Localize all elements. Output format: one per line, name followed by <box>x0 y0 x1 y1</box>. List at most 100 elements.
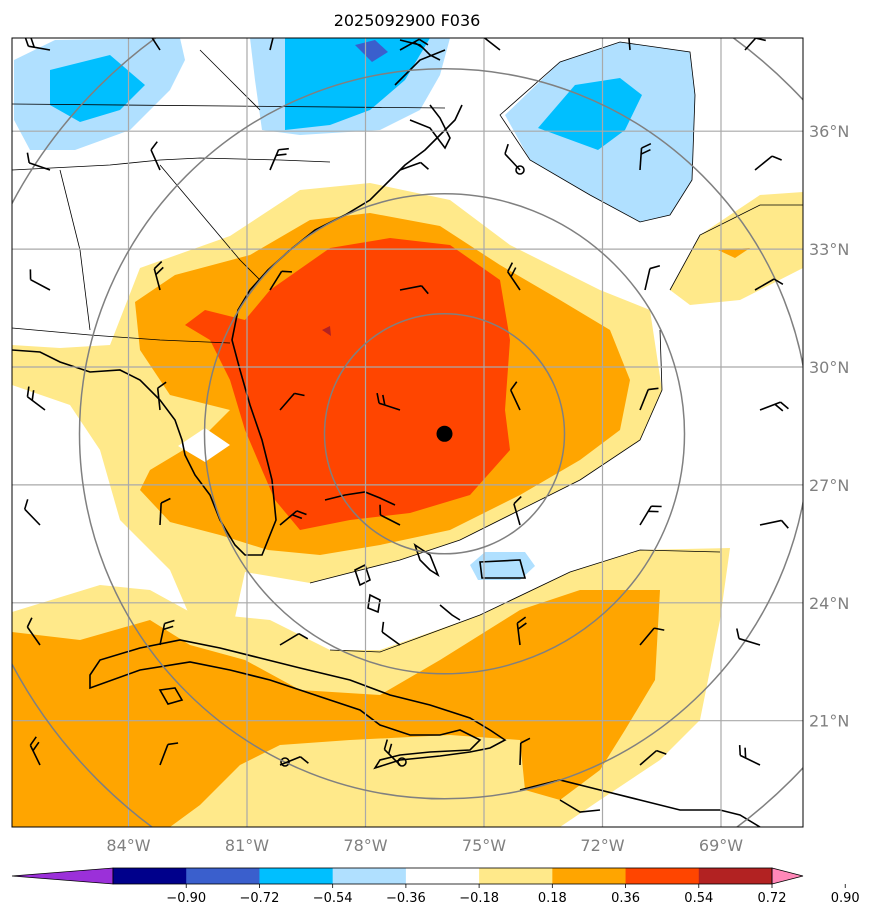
wind-barb <box>754 155 782 171</box>
wind-barb <box>759 519 789 529</box>
wind-barb <box>279 510 307 526</box>
wind-barb <box>147 38 161 51</box>
wind-barb <box>399 38 429 51</box>
lat-tick-label: 30°N <box>809 358 849 377</box>
wind-barb <box>509 381 521 411</box>
storm-center-marker <box>436 425 453 442</box>
wind-barb <box>513 496 522 526</box>
colorbar-extend-high <box>771 867 804 885</box>
anomaly-shading <box>12 38 803 827</box>
colorbar-tick-label: 0.72 <box>758 891 787 906</box>
longitude-labels: 84°W 81°W 78°W 75°W 72°W 69°W <box>106 836 743 855</box>
wind-barb <box>644 264 661 291</box>
wind-barb <box>23 499 41 526</box>
colorbar-extend-low <box>11 867 114 885</box>
wind-barb <box>159 742 179 766</box>
white-hole-gulf <box>178 428 230 462</box>
wind-barb <box>383 739 401 766</box>
colorbar-tick-label: −0.54 <box>313 891 353 906</box>
colorbar-tick-label: −0.18 <box>459 891 499 906</box>
wind-barb <box>279 756 309 766</box>
wind-barb <box>150 141 161 171</box>
lat-tick-label: 21°N <box>809 712 849 731</box>
wind-barb <box>519 737 531 766</box>
wind-barb <box>639 627 665 646</box>
orange-region-ne <box>718 248 750 258</box>
lon-tick-label: 75°W <box>462 836 506 855</box>
coastlines <box>12 39 761 827</box>
blue-region-small <box>470 552 535 580</box>
wind-barb <box>159 619 175 646</box>
lon-tick-label: 84°W <box>106 836 150 855</box>
lon-tick-label: 69°W <box>699 836 743 855</box>
colorbar-tick-label: −0.90 <box>166 891 206 906</box>
colorbar-tick-label: 0.18 <box>538 891 567 906</box>
wind-barb <box>754 278 784 291</box>
colorbar-swatch <box>113 868 187 884</box>
colorbar-swatch <box>625 868 700 884</box>
wind-barb <box>29 736 41 766</box>
gridlines <box>12 38 803 827</box>
wind-barb <box>736 628 761 646</box>
colorbar-tick-label: 0.90 <box>831 891 860 906</box>
range-ring <box>323 313 566 555</box>
darkred-spot <box>322 326 331 336</box>
wind-barb <box>153 261 164 291</box>
wind-barb <box>279 392 305 411</box>
colorbar-swatch <box>552 868 627 884</box>
range-ring <box>78 68 803 800</box>
wind-barb <box>639 749 667 766</box>
lat-tick-label: 27°N <box>809 476 849 495</box>
wind-barb <box>156 381 167 411</box>
wind-barb <box>639 387 659 411</box>
wind-barbs <box>23 38 789 766</box>
wind-barb <box>399 285 429 295</box>
blue-region-ne-core <box>538 78 642 150</box>
wind-barb <box>482 38 501 51</box>
colorbar-tick-label: −0.72 <box>240 891 280 906</box>
lon-tick-label: 72°W <box>580 836 624 855</box>
range-ring <box>203 193 686 675</box>
colorbar-swatch <box>332 868 407 884</box>
colorbar-swatch <box>479 868 553 884</box>
lat-tick-label: 24°N <box>809 594 849 613</box>
wind-barb <box>506 262 521 291</box>
colorbar-outline <box>112 867 773 885</box>
colorbar-tick-label: 0.36 <box>611 891 640 906</box>
wind-barb <box>269 270 292 291</box>
wind-barb <box>504 143 521 171</box>
colorbar-swatch <box>259 868 334 884</box>
colorbar-swatch <box>698 868 773 884</box>
latitude-labels: 36°N 33°N 30°N 27°N 24°N 21°N <box>809 122 849 731</box>
colorbar-tick-label: 0.54 <box>684 891 713 906</box>
wind-barb <box>627 38 631 51</box>
wind-barb <box>738 745 761 766</box>
wind-barb <box>376 392 401 411</box>
lon-tick-label: 81°W <box>225 836 269 855</box>
wind-barb <box>639 505 662 526</box>
wind-barb <box>381 621 401 646</box>
figure-title: 2025092900 F036 <box>334 11 481 30</box>
wind-barb <box>279 632 309 646</box>
wind-barb <box>399 161 429 171</box>
map-frame <box>11 37 804 828</box>
lat-tick-label: 36°N <box>809 122 849 141</box>
wind-barb <box>516 616 527 646</box>
lat-tick-label: 33°N <box>809 240 849 259</box>
orange-region-south <box>12 590 660 827</box>
colorbar-swatch <box>405 868 480 884</box>
wind-barb <box>26 152 51 171</box>
colorbar: −0.90 −0.72 −0.54 −0.36 −0.18 0.18 0.36 0.54 0.7… <box>11 867 860 906</box>
wind-barb <box>639 142 652 171</box>
wind-barb <box>269 38 277 51</box>
wind-barb <box>26 617 41 646</box>
political-borders <box>12 41 803 653</box>
wind-barb <box>26 386 46 411</box>
colorbar-swatch <box>186 868 260 884</box>
colorbar-tick-label: −0.36 <box>386 891 426 906</box>
wind-barb <box>759 401 789 412</box>
wind-barb <box>159 497 171 526</box>
